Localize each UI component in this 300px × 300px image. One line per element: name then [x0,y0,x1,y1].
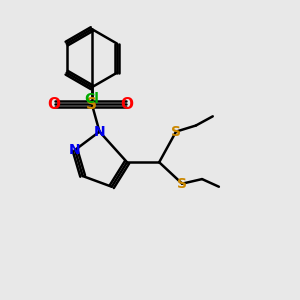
Text: N: N [94,124,105,139]
Text: O: O [121,97,134,112]
Text: S: S [177,177,187,191]
Text: N: N [69,143,81,157]
Text: Cl: Cl [84,92,99,106]
Text: S: S [171,124,181,139]
Text: S: S [86,97,97,112]
Text: O: O [47,97,60,112]
